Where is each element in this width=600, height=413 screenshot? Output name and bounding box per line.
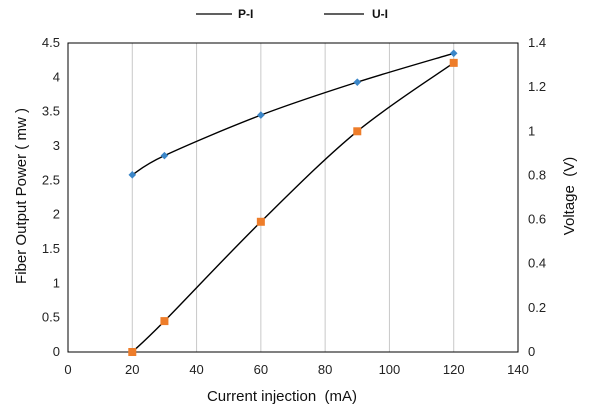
data-point-u-i	[256, 217, 265, 226]
y-right-tick-label: 1.4	[528, 35, 546, 50]
series-line-p-i	[131, 52, 454, 176]
x-tick-label: 140	[507, 362, 529, 377]
x-tick-label: 20	[125, 362, 139, 377]
data-point-p-i	[257, 111, 265, 119]
plot-frame	[67, 42, 519, 353]
tick-labels: 0 20 40 60 80 100 120 140 0 0.5 1 1.5 2 2.5 3 3.5 4 4.5 0 0…	[42, 35, 546, 377]
y-left-tick-label: 2.5	[42, 172, 60, 187]
y-right-tick-label: 0.4	[528, 256, 546, 271]
y-right-tick-label: 1.2	[528, 79, 546, 94]
x-tick-label: 100	[379, 362, 401, 377]
y-right-tick-label: 0	[528, 344, 535, 359]
y-left-tick-label: 1.5	[42, 241, 60, 256]
x-tick-label: 0	[64, 362, 71, 377]
legend: P-I U-I	[196, 7, 388, 21]
y-right-tick-label: 1	[528, 123, 535, 138]
y-left-tick-label: 4.5	[42, 35, 60, 50]
data-point-p-i	[128, 171, 137, 179]
y-right-tick-label: 0.8	[528, 167, 546, 182]
x-tick-label: 120	[443, 362, 465, 377]
series-group	[128, 49, 458, 356]
y-left-tick-label: 0.5	[42, 310, 60, 325]
grid-lines	[131, 43, 455, 352]
x-tick-label: 80	[318, 362, 332, 377]
data-point-p-i	[353, 78, 362, 86]
series-line-u-i	[131, 62, 455, 353]
x-tick-label: 40	[189, 362, 203, 377]
y-right-tick-label: 0.6	[528, 212, 546, 227]
y-left-tick-label: 3	[53, 138, 60, 153]
y-right-tick-label: 0.2	[528, 300, 546, 315]
legend-label-p-i: P-I	[238, 7, 253, 21]
y-left-tick-label: 3.5	[42, 104, 60, 119]
y-axis-title-left: Fiber Output Power ( mw )	[13, 108, 30, 284]
legend-label-u-i: U-I	[372, 7, 388, 21]
x-tick-label: 60	[254, 362, 268, 377]
y-axis-title-right: Voltage (V)	[561, 157, 578, 235]
y-left-tick-label: 4	[53, 69, 60, 84]
y-left-tick-label: 1	[53, 275, 60, 290]
y-left-tick-label: 0	[53, 344, 60, 359]
data-point-u-i	[353, 127, 362, 136]
data-point-p-i	[449, 49, 458, 58]
y-left-tick-label: 2	[53, 207, 60, 222]
x-axis-title: Current injection (mA)	[207, 388, 357, 405]
data-point-p-i	[160, 151, 169, 160]
data-point-u-i	[449, 58, 458, 67]
data-point-u-i	[128, 348, 137, 356]
data-point-u-i	[160, 317, 169, 326]
